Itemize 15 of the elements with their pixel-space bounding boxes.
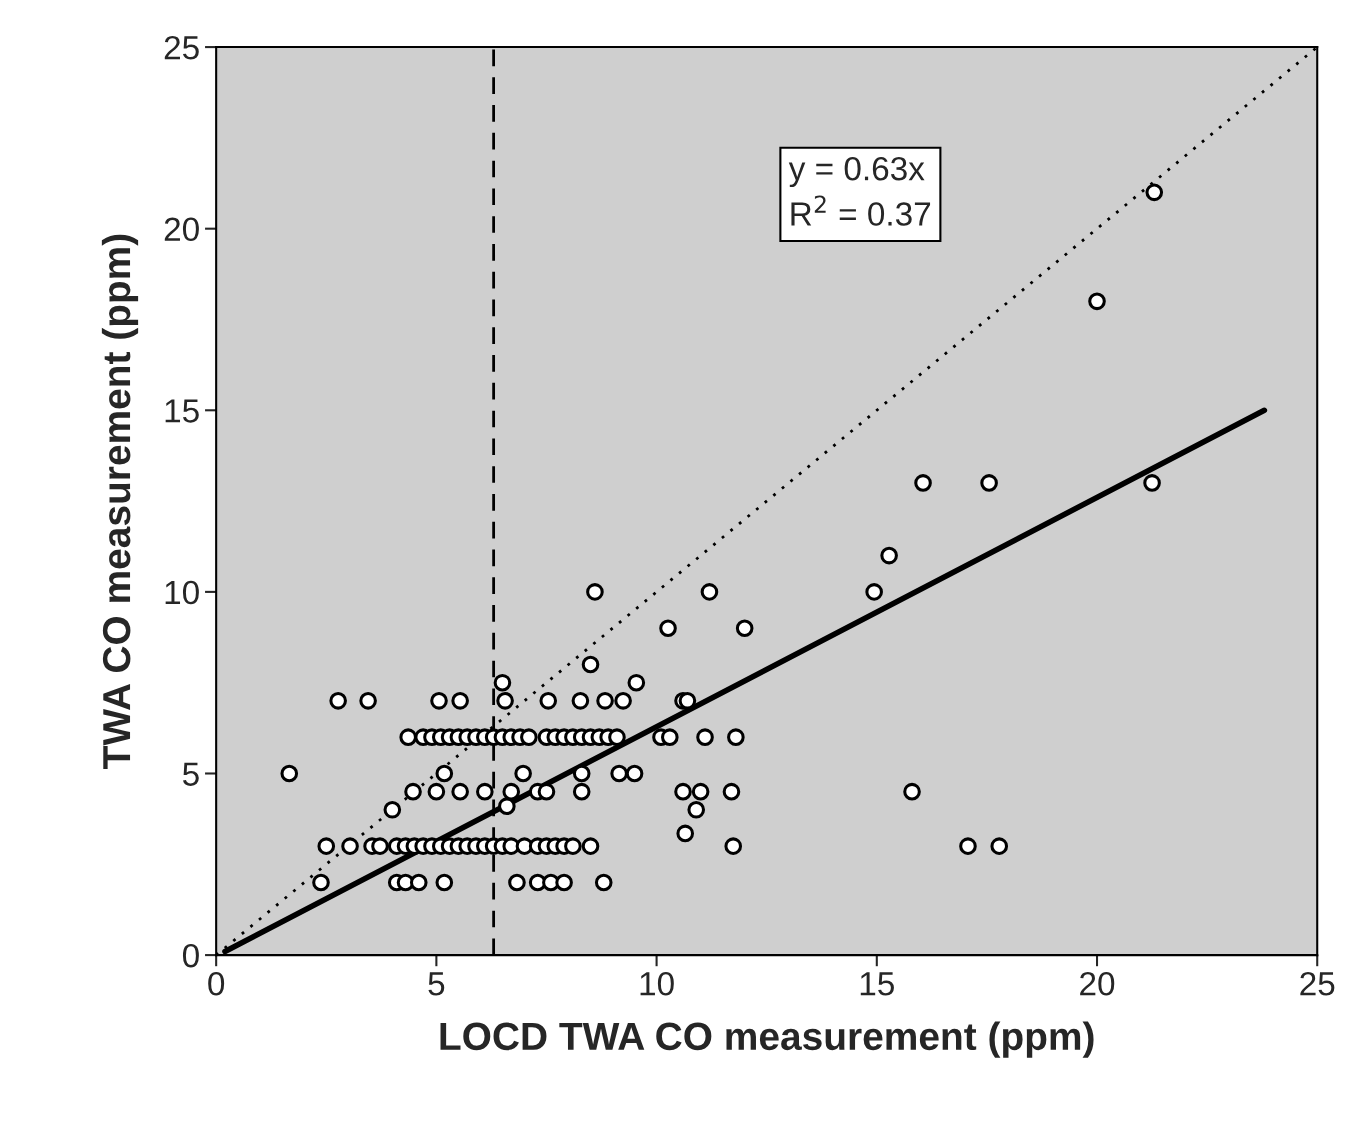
y-tick-label: 25 xyxy=(164,35,199,60)
x-tick-label: 25 xyxy=(1300,971,1335,996)
y-axis-title: TWA CO measurement (ppm) xyxy=(101,234,139,769)
x-tick-label: 0 xyxy=(208,971,225,996)
y-tick-label: 10 xyxy=(165,580,199,605)
annotation: y = 0.63x R$^{2}$ = 0.37 xyxy=(788,156,931,226)
y-tick-label: 20 xyxy=(164,217,199,242)
x-axis-title: LOCD TWA CO measurement (ppm) xyxy=(440,1021,1094,1058)
x-tick-label: 15 xyxy=(860,972,894,996)
x-tick-label: 20 xyxy=(1080,971,1115,996)
y-tick-label: 5 xyxy=(182,762,199,786)
x-tick-label: 10 xyxy=(640,971,674,996)
x-tick-label: 5 xyxy=(428,972,445,996)
y-tick-label: 15 xyxy=(165,399,199,423)
y-tick-label: 0 xyxy=(182,943,199,968)
